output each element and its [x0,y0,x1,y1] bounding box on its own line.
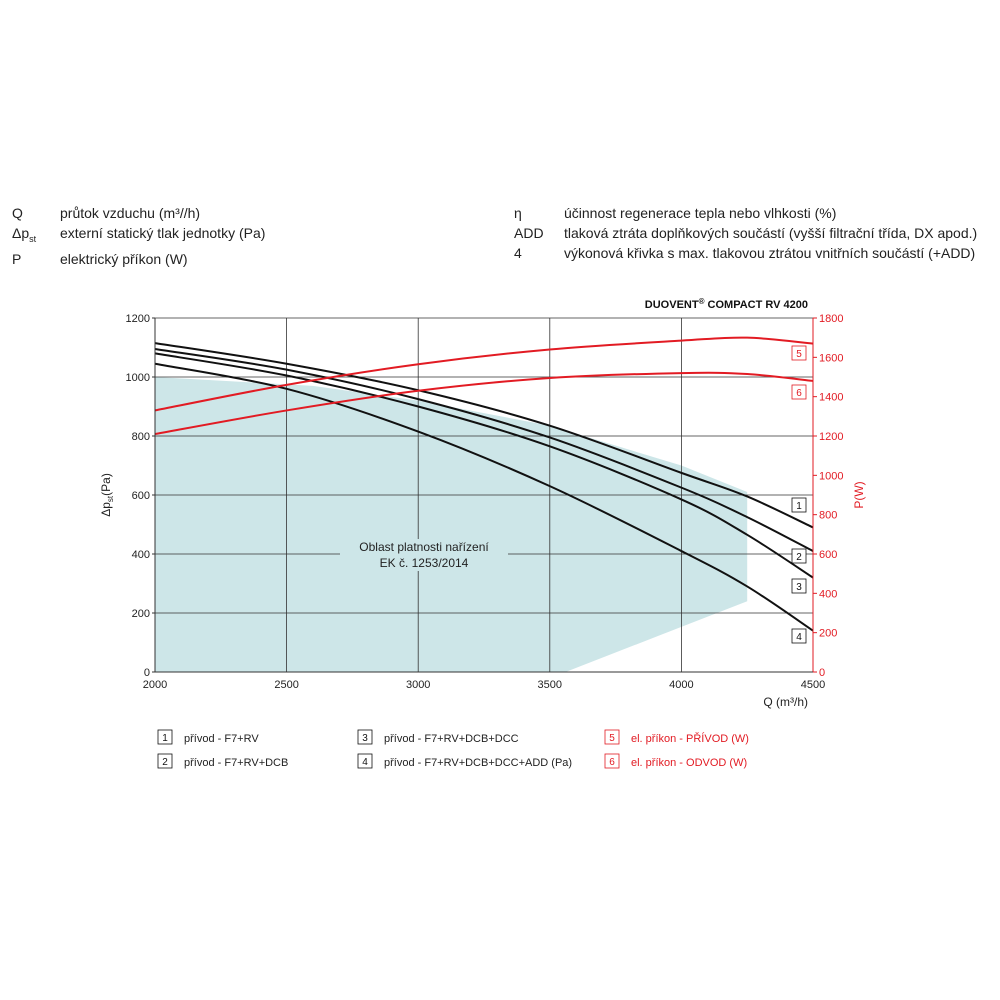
y-tick-label: 600 [132,490,150,502]
glossary-symbol: ADD [514,225,544,241]
glossary-text: tlaková ztráta doplňkových součástí (vyš… [564,225,978,241]
glossary-text: externí statický tlak jednotky (Pa) [60,225,266,241]
glossary-symbol: Δpst [12,225,37,244]
series-line-4 [154,362,814,632]
series-tag-box-1 [791,497,807,513]
y2-tick-label: 1800 [819,313,843,325]
y-tick-label: 800 [132,431,150,443]
glossary-text: průtok vzduchu (m³//h) [60,205,201,221]
y2-tick-label: 600 [819,549,837,561]
series-tag-box-6 [791,384,807,400]
glossary-right-row: 4 výkonová křivka s max. tlakovou ztrátou… [514,243,977,263]
glossary-text: účinnost regenerace tepla nebo vlhkosti … [564,205,837,221]
series-tag-box-4 [791,628,807,644]
legend-tag: 3 [362,733,368,744]
series-tag-box-2 [791,548,807,564]
series-tag-4: 4 [796,632,802,643]
y2-tick-label: 800 [819,510,837,522]
x-tick-label: 3000 [406,679,430,691]
series-tag-1: 1 [796,501,802,512]
y2-tick-label: 0 [819,667,825,679]
y-tick-label: 1000 [126,372,150,384]
y2-tick-label: 1000 [819,470,843,482]
glossary-text: výkonová křivka s max. tlakovou ztrátou … [564,245,976,261]
legend-item-4: 4 přívod - F7+RV+DCB+DCC+ADD (Pa) [357,753,572,769]
legend-box [157,729,173,745]
x-tick-label: 2500 [274,679,298,691]
y-tick-label: 200 [132,608,150,620]
legend-label: přívod - F7+RV+DCB [184,757,288,769]
x-axis-label: Q (m³/h) [763,695,808,709]
glossary-symbol: Q [12,205,23,221]
y2-tick-label: 1400 [819,392,843,404]
series-tag-5: 5 [796,349,802,360]
series-tag-6: 6 [796,388,802,399]
x-tick-label: 4500 [801,679,825,691]
y2-tick-label: 200 [819,628,837,640]
legend-label: přívod - F7+RV+DCB+DCC+ADD (Pa) [384,757,572,769]
glossary-text: elektrický příkon (W) [60,250,188,267]
glossary-symbol: P [12,250,22,267]
glossary-right-row: η účinnost regenerace tepla nebo vlhkosti… [514,203,977,223]
series-line-3 [154,352,814,579]
glossary-right-row: ADD tlaková ztráta doplňkových součástí (… [514,223,977,243]
region-label-line-1: Oblast platnosti nařízení [359,540,489,554]
legend-box [357,729,373,745]
legend-item-6: 6 el. příkon - ODVOD (W) [604,753,747,769]
legend-tag: 4 [362,757,368,768]
series-tag-box-3 [791,578,807,594]
legend-box [604,729,620,745]
y2-tick-label: 1200 [819,431,843,443]
legend-tag: 1 [162,733,168,744]
y-tick-label: 1200 [126,313,150,325]
legend-box [604,753,620,769]
glossary-symbol: η [514,205,522,221]
legend-label: el. příkon - PŘÍVOD (W) [631,732,749,745]
legend-tag: 2 [162,757,168,768]
legend-label: el. příkon - ODVOD (W) [631,757,747,769]
legend-item-3: 3 přívod - F7+RV+DCB+DCC [357,729,519,745]
x-tick-label: 4000 [669,679,693,691]
region-label-bg [340,539,508,571]
y2-tick-label: 1600 [819,352,843,364]
legend-label: přívod - F7+RV [184,733,259,745]
glossary-left-row: Δpst externí statický tlak jednotky (Pa) [12,223,265,249]
region-label-line-2: EK č. 1253/2014 [380,556,469,570]
x-tick-label: 3500 [538,679,562,691]
legend-tag: 6 [609,757,615,768]
series-line-2 [154,347,814,552]
glossary-right: η účinnost regenerace tepla nebo vlhkosti… [514,203,977,263]
legend-tag: 5 [609,733,615,744]
glossary-symbol: 4 [514,245,522,261]
y-tick-label: 400 [132,549,150,561]
series-line-6 [154,371,814,436]
legend-box [157,753,173,769]
x-tick-label: 2000 [143,679,167,691]
y-axis-label: Δpst(Pa) [99,473,115,517]
legend-box [357,753,373,769]
legend-item-1: 1 přívod - F7+RV [157,729,259,745]
y-tick-label: 0 [144,667,150,679]
chart-title: DUOVENT® COMPACT RV 4200 [645,297,808,311]
y2-tick-label: 400 [819,588,837,600]
y2-axis-label: P(W) [852,481,866,508]
series-tag-2: 2 [796,552,802,563]
legend-item-2: 2 přívod - F7+RV+DCB [157,753,288,769]
series-line-1 [154,342,814,529]
series-line-5 [154,336,814,412]
legend-label: přívod - F7+RV+DCB+DCC [384,733,519,745]
legend-item-5: 5 el. příkon - PŘÍVOD (W) [604,729,749,745]
series-tag-box-5 [791,345,807,361]
series-tag-3: 3 [796,582,802,593]
validity-region [155,377,748,672]
